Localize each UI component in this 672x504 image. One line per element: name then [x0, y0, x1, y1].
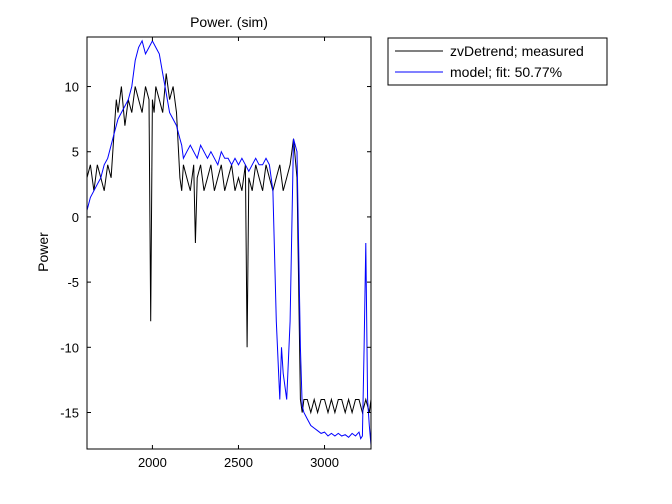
legend-box [387, 37, 608, 86]
legend-label-model: model; fit: 50.77% [450, 64, 562, 80]
legend-label-measured: zvDetrend; measured [450, 43, 584, 59]
plot-area-frame [86, 36, 372, 450]
y-tick-label: -5 [67, 275, 79, 290]
y-tick-label: 10 [65, 80, 79, 95]
axis-ticks: 2000 2500 3000 10 5 0 -5 -10 -15 [60, 37, 371, 470]
x-tick-label: 2500 [224, 455, 253, 470]
y-tick-label: -15 [60, 405, 79, 420]
series-line-model [86, 39, 372, 446]
y-tick-label: -10 [60, 340, 79, 355]
y-tick-label: 0 [72, 210, 79, 225]
y-axis-label: Power [35, 232, 51, 272]
series-line-measured [86, 73, 372, 415]
y-tick-label: 5 [72, 145, 79, 160]
x-tick-label: 2000 [138, 455, 167, 470]
plot-data [86, 39, 372, 446]
chart-title: Power. (sim) [190, 14, 268, 30]
x-tick-label: 3000 [310, 455, 339, 470]
legend: zvDetrend; measured model; fit: 50.77% [387, 37, 608, 86]
